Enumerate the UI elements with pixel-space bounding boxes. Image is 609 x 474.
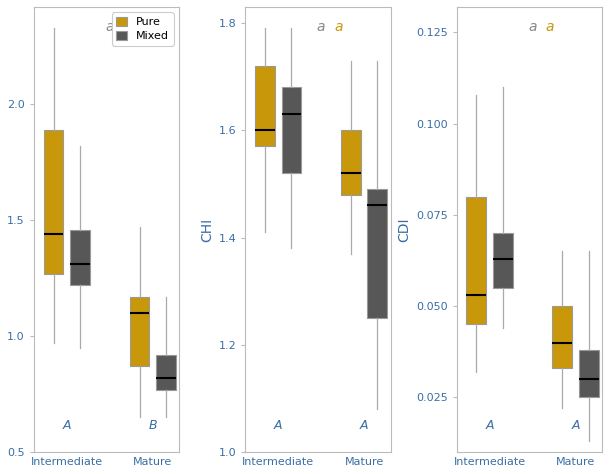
PathPatch shape <box>255 66 275 146</box>
PathPatch shape <box>156 355 176 390</box>
Text: A: A <box>571 419 580 432</box>
PathPatch shape <box>367 189 387 318</box>
Y-axis label: CDI: CDI <box>398 217 412 242</box>
Text: a: a <box>105 20 114 34</box>
Text: A: A <box>63 419 71 432</box>
Text: b: b <box>122 20 131 34</box>
PathPatch shape <box>70 229 90 285</box>
Text: a: a <box>528 20 537 34</box>
Legend: Pure, Mixed: Pure, Mixed <box>112 12 174 46</box>
PathPatch shape <box>130 297 149 366</box>
PathPatch shape <box>44 130 63 273</box>
PathPatch shape <box>552 306 572 368</box>
PathPatch shape <box>341 130 361 195</box>
Text: A: A <box>360 419 368 432</box>
PathPatch shape <box>281 87 301 173</box>
Text: a: a <box>546 20 554 34</box>
Text: a: a <box>334 20 342 34</box>
Text: B: B <box>149 419 157 432</box>
PathPatch shape <box>493 233 513 288</box>
PathPatch shape <box>466 197 487 325</box>
Text: A: A <box>485 419 494 432</box>
Text: A: A <box>274 419 283 432</box>
Text: a: a <box>317 20 325 34</box>
PathPatch shape <box>579 350 599 398</box>
Y-axis label: CHI: CHI <box>200 218 214 242</box>
